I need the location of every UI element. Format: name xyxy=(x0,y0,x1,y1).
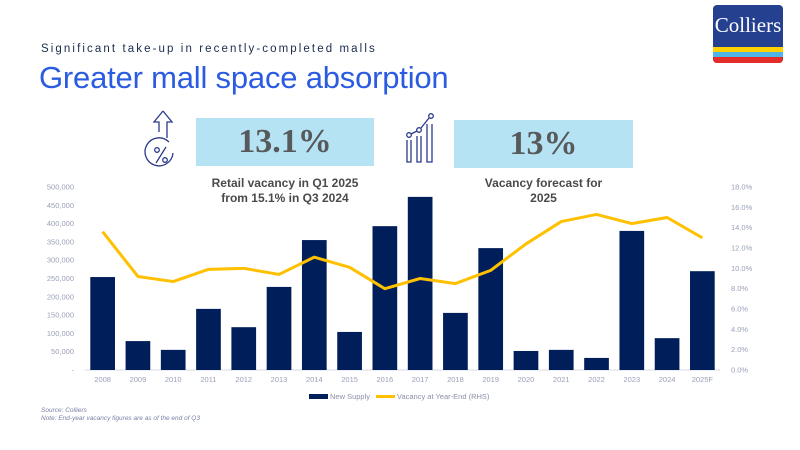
supply-bar-2025F xyxy=(690,271,715,370)
left-axis-tick-label: 150,000 xyxy=(47,311,74,320)
kpi-forecast-label-line1: Vacancy forecast for xyxy=(484,176,603,190)
right-axis-tick-label: 18.0% xyxy=(731,183,753,192)
logo-stripe-red xyxy=(713,57,783,63)
source-note: Source: Colliers xyxy=(41,407,87,414)
kpi-vacancy-label: Retail vacancy in Q1 2025 from 15.1% in … xyxy=(196,176,374,206)
x-axis-tick-label: 2014 xyxy=(306,375,323,384)
kpi-forecast-value-box: 13% xyxy=(454,120,633,168)
supply-bar-2016 xyxy=(372,226,398,370)
left-axis-ticks: - 50,000 100,000 150,000 200,000 250,000 300,0… xyxy=(47,183,75,375)
x-axis-tick-label: 2018 xyxy=(447,375,464,384)
kpi-vacancy-label-line2: from 15.1% in Q3 2024 xyxy=(221,191,349,205)
x-axis-tick-label: 2012 xyxy=(235,375,252,384)
left-axis-tick-label: 400,000 xyxy=(47,219,74,228)
legend-swatch-line xyxy=(376,395,395,398)
right-axis-tick-label: 16.0% xyxy=(731,203,753,212)
supply-bar-2010 xyxy=(160,349,186,370)
logo-stripe-yellow xyxy=(713,47,783,52)
left-axis-tick-label: - xyxy=(72,366,75,375)
supply-bar-2017 xyxy=(407,196,433,370)
left-axis-tick-label: 50,000 xyxy=(51,347,74,356)
right-axis-tick-label: 0.0% xyxy=(731,366,748,375)
kpi-vacancy-value-box: 13.1% xyxy=(196,118,374,166)
supply-bars xyxy=(90,196,715,370)
right-axis-tick-label: 10.0% xyxy=(731,264,753,273)
x-axis-tick-label: 2015 xyxy=(341,375,358,384)
left-axis-tick-label: 500,000 xyxy=(47,183,74,192)
left-axis-tick-label: 200,000 xyxy=(47,292,74,301)
supply-bar-2023 xyxy=(619,230,645,370)
right-axis-tick-label: 6.0% xyxy=(731,305,748,314)
right-axis-tick-label: 14.0% xyxy=(731,223,753,232)
colliers-logo: Colliers xyxy=(713,5,783,63)
supply-bar-2011 xyxy=(196,308,221,370)
page-subtitle: Significant take-up in recently-complete… xyxy=(41,43,377,55)
supply-bar-2019 xyxy=(478,248,504,370)
logo-stripe-blue xyxy=(713,52,783,57)
x-axis-tick-label: 2013 xyxy=(271,375,288,384)
right-axis-ticks: 0.0% 2.0% 4.0% 6.0% 8.0% 10.0% 12.0% 14.0% 16.0%… xyxy=(731,183,753,375)
x-axis-tick-label: 2019 xyxy=(482,375,499,384)
left-axis-tick-label: 250,000 xyxy=(47,274,74,283)
legend-item-vacancy: Vacancy at Year-End (RHS) xyxy=(376,392,489,401)
vacancy-line xyxy=(101,212,704,291)
right-axis-tick-label: 4.0% xyxy=(731,325,748,334)
x-axis-tick-label: 2017 xyxy=(412,375,429,384)
right-axis-tick-label: 8.0% xyxy=(731,284,748,293)
x-axis-tick-label: 2022 xyxy=(588,375,605,384)
legend-label-vacancy: Vacancy at Year-End (RHS) xyxy=(397,392,490,401)
left-axis-tick-label: 300,000 xyxy=(47,256,74,265)
x-axis-tick-label: 2021 xyxy=(553,375,570,384)
supply-bar-2013 xyxy=(266,286,292,370)
legend-swatch-bar xyxy=(309,394,328,399)
x-axis-tick-label: 2009 xyxy=(130,375,147,384)
kpi-forecast-label-line2: 2025 xyxy=(530,191,557,205)
supply-bar-2009 xyxy=(125,341,151,370)
supply-bar-2015 xyxy=(337,331,362,370)
left-axis-tick-label: 450,000 xyxy=(47,201,74,210)
x-axis-tick-label: 2025F xyxy=(692,375,714,384)
x-axis-tick-label: 2024 xyxy=(659,375,676,384)
chart-footnotes: Source: Colliers Note: End-year vacancy … xyxy=(41,407,200,423)
x-axis-tick-label: 2008 xyxy=(94,375,111,384)
supply-bar-2022 xyxy=(584,357,609,370)
percent-up-icon xyxy=(144,110,174,167)
vacancy-note: Note: End-year vacancy figures are as of… xyxy=(41,415,200,422)
left-axis-tick-label: 100,000 xyxy=(47,329,74,338)
right-axis-tick-label: 2.0% xyxy=(731,345,748,354)
x-axis-tick-label: 2020 xyxy=(518,375,535,384)
supply-bar-2018 xyxy=(443,312,468,370)
x-axis-ticks: 2008 2009 2010 2011 2012 2013 2014 2015 2016 2017… xyxy=(94,375,713,384)
supply-bar-2012 xyxy=(231,327,257,370)
logo-text: Colliers xyxy=(714,13,782,37)
x-axis-tick-label: 2023 xyxy=(623,375,640,384)
kpi-vacancy-value: 13.1% xyxy=(238,123,332,160)
kpi-forecast-value: 13% xyxy=(509,125,578,162)
kpi-vacancy-label-line1: Retail vacancy in Q1 2025 xyxy=(211,176,359,190)
x-axis-tick-label: 2016 xyxy=(377,375,394,384)
supply-bar-2024 xyxy=(654,338,680,370)
right-axis-tick-label: 12.0% xyxy=(731,244,753,253)
legend-label-new-supply: New Supply xyxy=(330,392,371,401)
page-title: Greater mall space absorption xyxy=(39,60,449,95)
left-axis-tick-label: 350,000 xyxy=(47,237,74,246)
supply-bar-2021 xyxy=(548,349,574,370)
supply-bar-2008 xyxy=(90,277,115,370)
kpi-forecast-label: Vacancy forecast for 2025 xyxy=(454,176,633,206)
supply-bar-2020 xyxy=(513,350,539,370)
legend-item-new-supply: New Supply xyxy=(309,392,370,401)
x-axis-tick-label: 2011 xyxy=(200,375,216,384)
growth-chart-icon xyxy=(406,113,434,163)
x-axis-tick-label: 2010 xyxy=(165,375,182,384)
